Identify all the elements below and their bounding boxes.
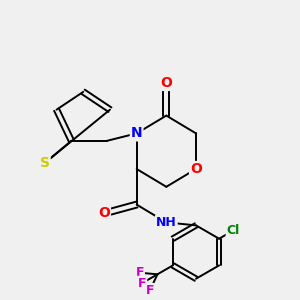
Text: Cl: Cl xyxy=(226,224,240,237)
Text: F: F xyxy=(136,266,144,279)
Text: N: N xyxy=(131,126,142,140)
Text: F: F xyxy=(138,277,146,290)
Text: O: O xyxy=(160,76,172,90)
Text: NH: NH xyxy=(156,216,177,229)
Text: S: S xyxy=(40,156,50,170)
Text: O: O xyxy=(190,162,202,176)
Text: F: F xyxy=(146,284,154,297)
Text: O: O xyxy=(98,206,110,220)
